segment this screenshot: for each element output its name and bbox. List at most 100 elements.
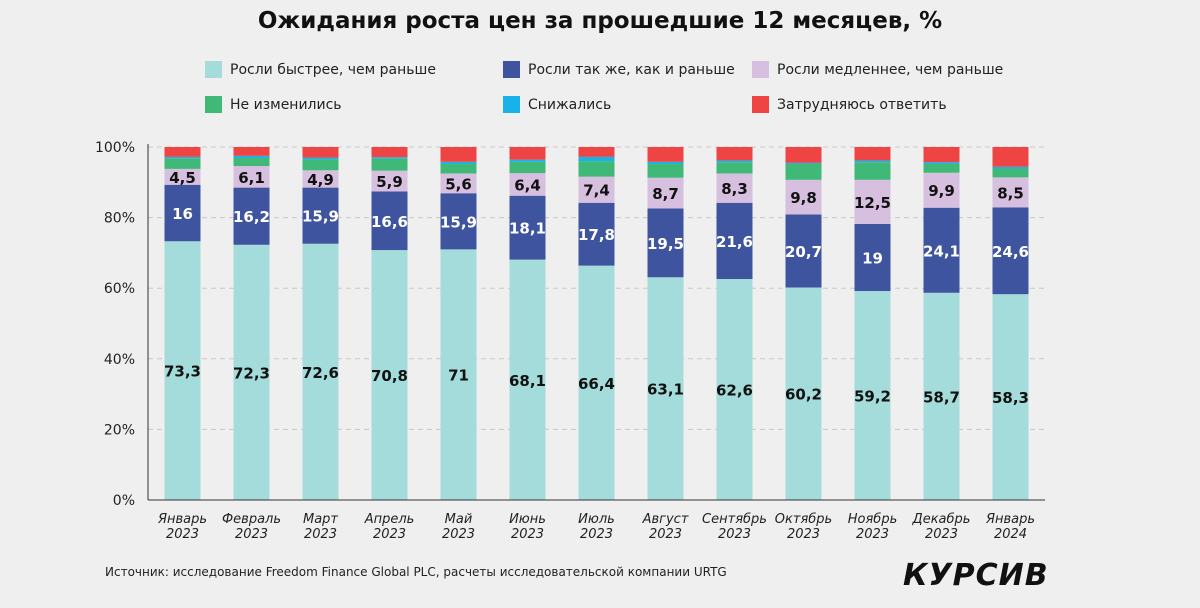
bar-segment [992,294,1029,500]
data-label: 60,2 [785,386,822,404]
bar-segment [371,191,408,251]
source-note: Источник: исследование Freedom Finance G… [105,565,727,579]
bar-segment [233,155,270,158]
data-label: 18,1 [509,220,546,238]
bar-segment [923,147,960,163]
data-label: 5,9 [376,173,403,191]
bar-segment [992,147,1029,167]
x-tick-label: 2023 [304,527,337,542]
bar-segment [164,241,201,500]
bar-segment [854,162,891,180]
bar-segment [509,147,546,160]
data-label: 58,7 [923,388,960,406]
data-label: 5,6 [445,175,472,193]
legend-swatch [503,61,520,78]
bar-segment [233,166,270,188]
x-tick-label: 2023 [442,527,475,542]
x-tick-label: 2023 [787,527,820,542]
bar-segment [647,177,684,209]
legend-item: Снижались [503,96,611,113]
data-label: 4,9 [307,171,334,189]
x-tick-label: Апрель [364,512,415,527]
x-tick-label: Май [445,512,473,527]
bar-segment [992,207,1029,295]
data-label: 21,6 [716,233,753,251]
bar-segment [509,173,546,196]
bar-segment [371,158,408,171]
x-tick-label: 2023 [511,527,544,542]
bar-segment [164,184,201,242]
data-label: 16,6 [371,213,408,231]
data-label: 16 [172,205,193,223]
data-label: 20,7 [785,243,822,261]
y-tick-label: 100% [95,140,135,156]
legend-item: Не изменились [205,96,342,113]
bar-segment [785,287,822,500]
bar-segment [854,147,891,161]
bar-segment [647,208,684,278]
bar-segment [440,163,477,174]
data-label: 8,7 [652,185,679,203]
x-tick-label: Октябрь [775,512,832,527]
bar-segment [647,161,684,164]
bar-segment [440,193,477,250]
bar-segment [716,147,753,161]
legend-label: Снижались [528,96,612,113]
legend-item: Росли быстрее, чем раньше [205,61,436,78]
bar-segment [716,162,753,174]
data-label: 72,6 [302,364,339,382]
x-tick-label: 2023 [649,527,682,542]
data-label: 16,2 [233,208,270,226]
bar-segment [164,156,201,159]
bar-segment [992,166,1029,169]
x-tick-label: 2023 [373,527,406,542]
bar-segment [854,160,891,163]
legend-label: Не изменились [230,96,342,113]
x-tick-label: 2023 [718,527,751,542]
data-label: 59,2 [854,388,891,406]
bar-segment [923,292,960,500]
bar-segment [716,173,753,203]
bar-segment [233,147,270,156]
data-label: 7,4 [583,182,610,200]
bar-segment [440,147,477,162]
legend-swatch [752,61,769,78]
bar-segment [785,179,822,215]
x-tick-label: 2023 [925,527,958,542]
bar-segment [302,159,339,171]
x-tick-label: 2023 [166,527,199,542]
bar-segment [371,170,408,192]
data-label: 72,3 [233,364,270,382]
bar-segment [302,157,339,160]
data-label: 24,1 [923,242,960,260]
data-label: 9,9 [928,182,955,200]
data-label: 71 [448,367,469,385]
data-label: 6,4 [514,176,541,194]
bar-segment [992,177,1029,208]
data-label: 15,9 [440,213,477,231]
data-label: 66,4 [578,375,615,393]
x-tick-label: Февраль [222,512,281,527]
bar-segment [509,159,546,162]
bar-segment [302,187,339,244]
bar-segment [923,207,960,293]
bar-segment [440,173,477,194]
y-tick-label: 60% [104,281,135,297]
bar-segment [992,168,1029,178]
y-tick-label: 80% [104,211,135,227]
x-tick-label: Январь [157,512,207,527]
bar-segment [785,147,822,163]
bar-segment [923,162,960,164]
bar-segment [509,161,546,174]
bar-segment [647,163,684,178]
bar-segment [854,291,891,500]
bar-segment [302,147,339,158]
x-tick-label: Март [303,512,338,527]
data-label: 63,1 [647,381,684,399]
logo: КУРСИВ [903,558,1049,593]
legend-label: Росли так же, как и раньше [528,61,735,78]
bar-segment [233,244,270,500]
y-tick-label: 0% [113,493,135,509]
